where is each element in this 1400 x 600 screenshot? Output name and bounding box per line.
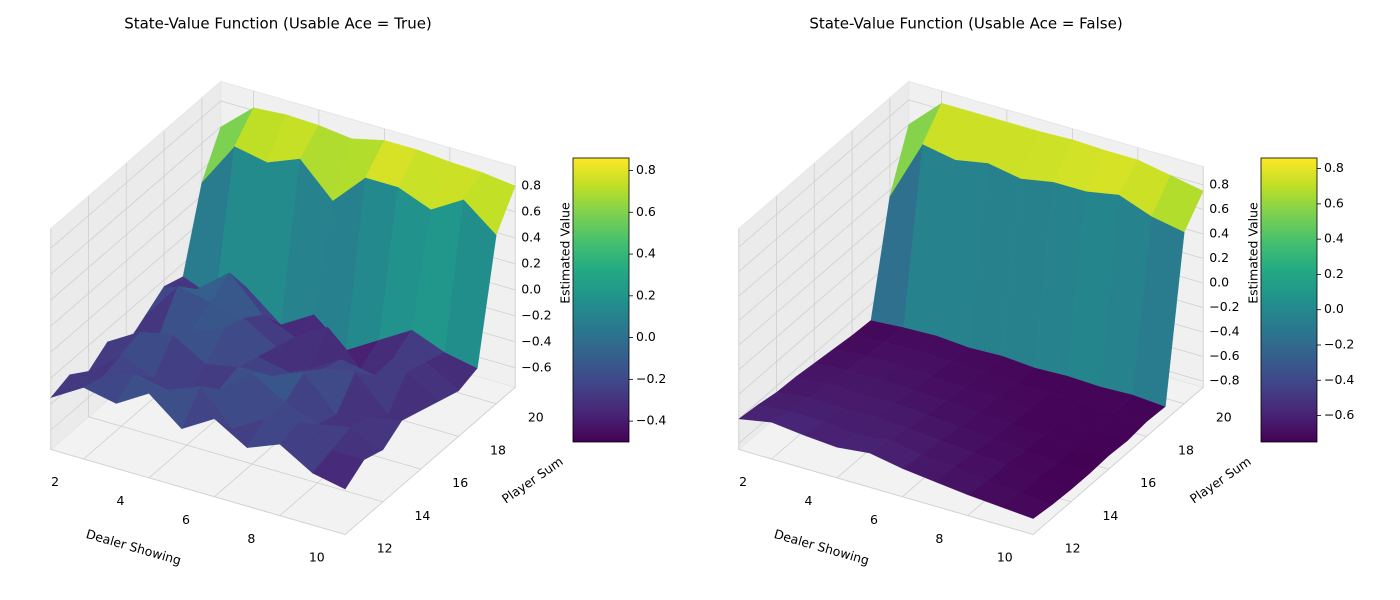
y-tick-label: 12 — [1065, 541, 1081, 556]
x-tick-label: 2 — [51, 474, 59, 489]
grid-line — [1032, 166, 1204, 535]
colorbar-tick-label: 0.2 — [1324, 266, 1344, 281]
z-tick-label: 0.0 — [1209, 275, 1229, 290]
colorbar-tick-label: 0.6 — [1324, 195, 1344, 210]
x-tick-label: 10 — [309, 550, 325, 565]
y-axis-label: Player Sum — [499, 454, 566, 507]
colorbar-tick-label: 0.0 — [1324, 301, 1344, 316]
y-tick-label: 18 — [490, 442, 506, 457]
x-tick-label: 4 — [117, 493, 125, 508]
z-tick-label: −0.4 — [1209, 324, 1239, 339]
surface-patch — [1151, 175, 1204, 233]
colorbar-tick-label: −0.6 — [1324, 407, 1354, 422]
colorbar-tick-label: −0.4 — [636, 413, 666, 428]
y-axis-label: Player Sum — [1187, 454, 1254, 507]
colorbar-tick-label: −0.2 — [1324, 336, 1354, 351]
colorbar-tick-label: 0.0 — [636, 329, 656, 344]
colorbar-tick-label: 0.2 — [636, 287, 656, 302]
colorbar-tick-label: −0.4 — [1324, 372, 1354, 387]
y-tick-label: 14 — [414, 508, 430, 523]
z-tick-label: 0.4 — [1209, 225, 1229, 240]
y-tick-label: 18 — [1178, 442, 1194, 457]
z-tick-label: −0.2 — [1209, 299, 1239, 314]
x-axis-label: Dealer Showing — [772, 526, 871, 568]
chart-title: State-Value Function (Usable Ace = True) — [124, 15, 432, 33]
colorbar-tick-label: 0.6 — [636, 204, 656, 219]
y-tick-label: 16 — [452, 475, 468, 490]
z-tick-label: 0.0 — [521, 281, 541, 296]
grid-line — [50, 228, 346, 535]
y-tick-label: 20 — [528, 410, 544, 425]
grid-line — [738, 228, 1034, 535]
x-tick-label: 8 — [247, 531, 255, 546]
colorbar — [572, 157, 630, 443]
grid-line — [344, 166, 516, 535]
z-tick-label: −0.6 — [1209, 348, 1239, 363]
colorbar-tick-label: 0.8 — [636, 162, 656, 177]
x-tick-label: 6 — [182, 512, 190, 527]
y-tick-label: 12 — [377, 541, 393, 556]
x-tick-label: 10 — [997, 550, 1013, 565]
x-tick-label: 4 — [805, 493, 813, 508]
z-axis-label: Estimated Value — [1246, 202, 1261, 304]
colorbar — [1260, 157, 1318, 443]
z-tick-label: 0.6 — [1209, 201, 1229, 216]
z-tick-label: 0.2 — [521, 255, 541, 270]
z-tick-label: 0.8 — [1209, 176, 1229, 191]
grid-line — [88, 196, 384, 503]
y-tick-label: 16 — [1140, 475, 1156, 490]
colorbar-tick-label: 0.4 — [1324, 231, 1344, 246]
z-tick-label: 0.8 — [521, 177, 541, 192]
z-tick-label: 0.4 — [521, 229, 541, 244]
colorbar-tick-label: −0.2 — [636, 371, 666, 386]
z-tick-label: −0.6 — [521, 359, 551, 374]
y-tick-label: 20 — [1216, 410, 1232, 425]
z-tick-label: −0.4 — [521, 333, 551, 348]
chart-title: State-Value Function (Usable Ace = False… — [809, 15, 1122, 33]
colorbar-tick-label: 0.8 — [1324, 160, 1344, 175]
x-tick-label: 6 — [870, 512, 878, 527]
x-tick-label: 8 — [935, 531, 943, 546]
z-tick-label: 0.6 — [521, 203, 541, 218]
surface-patch — [312, 450, 365, 490]
colorbar-tick-label: 0.4 — [636, 246, 656, 261]
z-tick-label: −0.2 — [521, 307, 551, 322]
z-tick-label: 0.2 — [1209, 250, 1229, 265]
surface-patch — [463, 172, 516, 236]
x-axis-label: Dealer Showing — [84, 526, 183, 568]
z-tick-label: −0.8 — [1209, 373, 1239, 388]
surface-patch — [1000, 492, 1053, 519]
x-tick-label: 2 — [739, 474, 747, 489]
z-axis-label: Estimated Value — [558, 202, 573, 304]
y-tick-label: 14 — [1102, 508, 1118, 523]
